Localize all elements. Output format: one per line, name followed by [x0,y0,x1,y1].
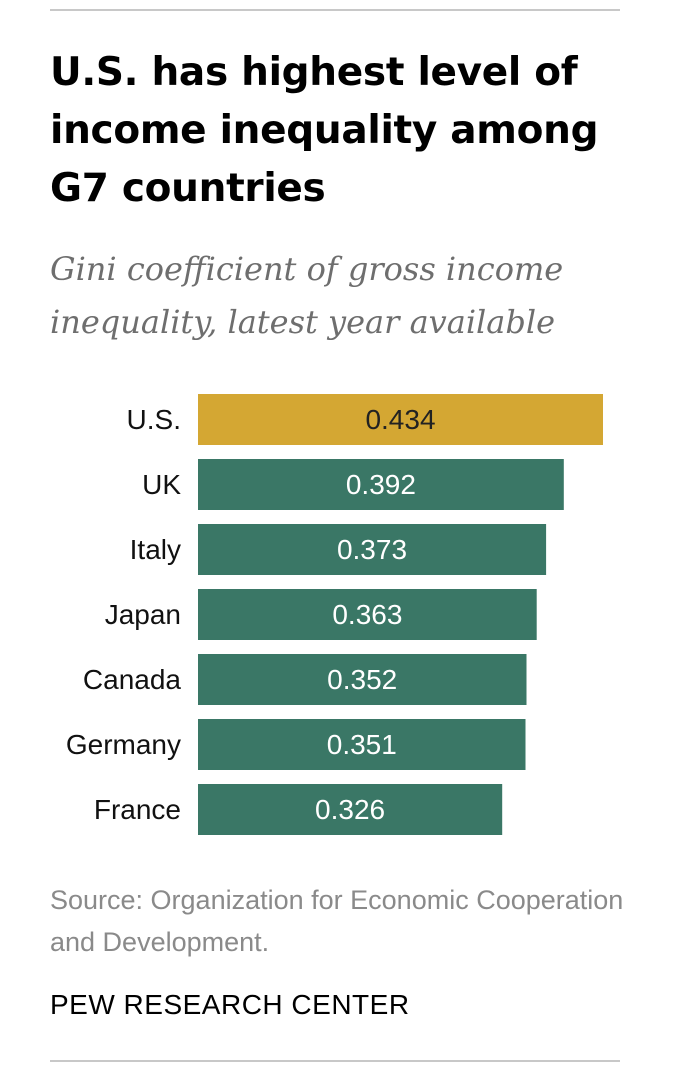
category-label-japan: Japan [105,599,181,630]
bar-germany [198,719,526,770]
bar-u-s [198,394,603,445]
bar-japan [198,589,537,640]
value-label-germany: 0.351 [327,729,397,760]
category-label-canada: Canada [83,664,182,695]
bar-chart: U.S. 0.434 UK 0.392 Italy 0.373 Japan 0.363 Cana… [0,380,700,850]
bar-uk [198,459,564,510]
bar-italy [198,524,547,575]
bottom-divider [50,1060,620,1062]
value-label-uk: 0.392 [346,469,416,500]
bar-chart-svg: U.S. 0.434 UK 0.392 Italy 0.373 Japan 0.363 Cana… [66,394,603,835]
top-divider [50,9,620,11]
value-label-u-s: 0.434 [365,404,435,435]
bar-france [198,784,503,835]
value-label-canada: 0.352 [327,664,397,695]
category-label-germany: Germany [66,729,181,760]
value-label-japan: 0.363 [332,599,402,630]
chart-title: U.S. has highest level of income inequal… [50,50,599,211]
chart-subtitle: Gini coefficient of gross income inequal… [50,250,564,341]
credit-line: PEW RESEARCH CENTER [50,989,410,1020]
bar-canada [198,654,527,705]
category-label-italy: Italy [130,534,181,565]
category-label-uk: UK [142,469,181,500]
value-label-italy: 0.373 [337,534,407,565]
category-label-france: France [94,794,181,825]
value-label-france: 0.326 [315,794,385,825]
source-note: Source: Organization for Economic Cooper… [50,885,624,957]
category-label-u-s: U.S. [127,404,181,435]
